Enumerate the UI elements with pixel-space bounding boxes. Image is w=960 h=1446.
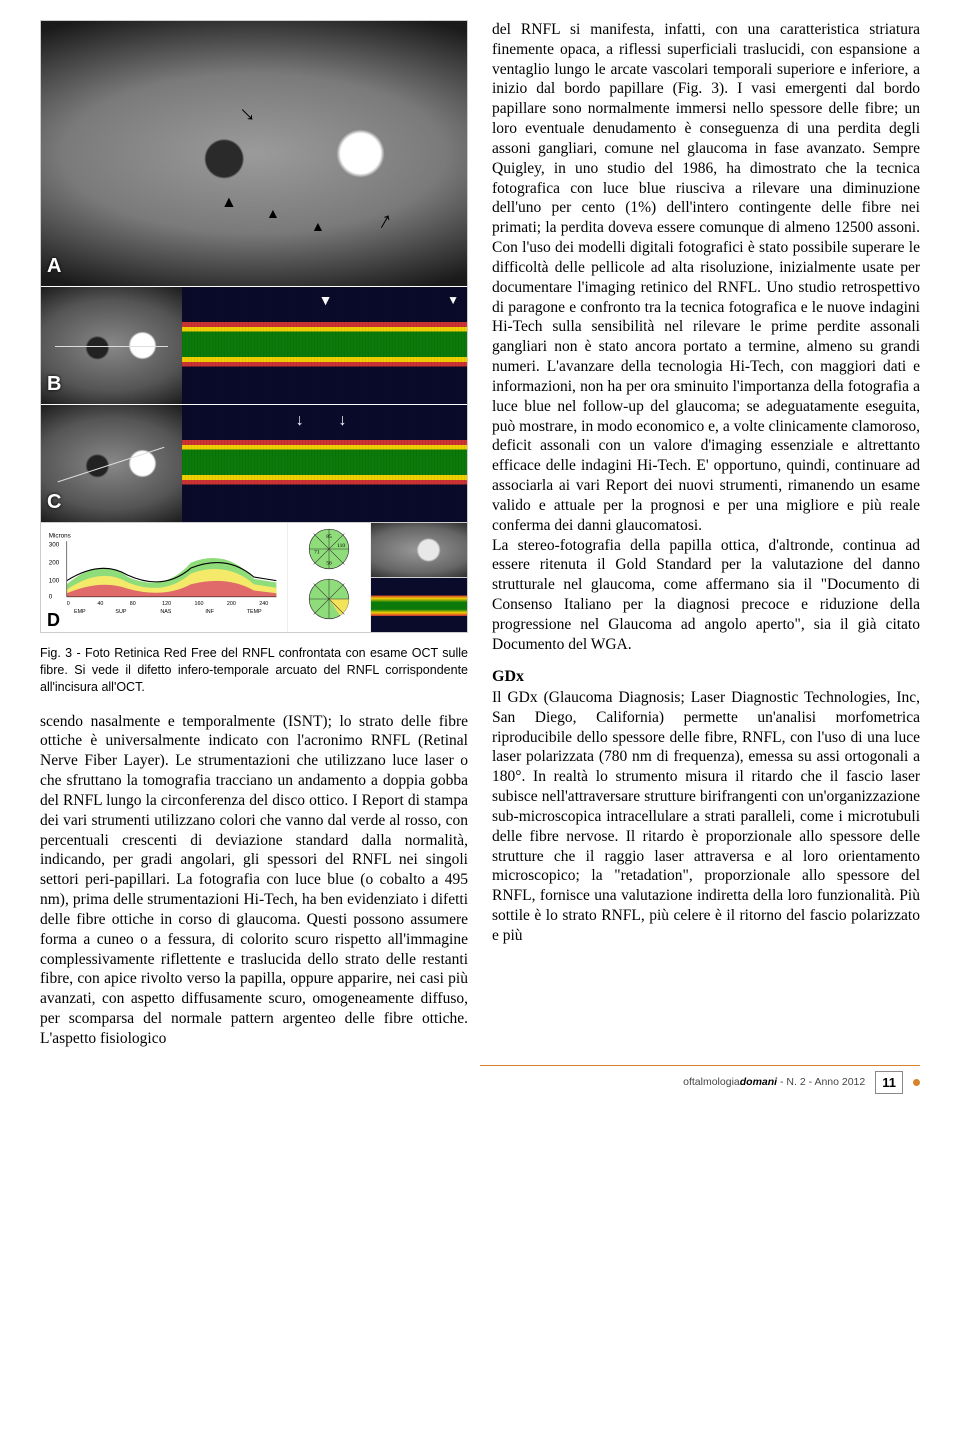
svg-text:85: 85 (326, 534, 332, 540)
y-tick: 100 (49, 577, 60, 584)
footer-rule (480, 1065, 920, 1067)
y-tick: 200 (49, 559, 60, 566)
page-footer: oftalmologiadomani - N. 2 - Anno 2012 11 (40, 1071, 920, 1094)
annotation-arrowhead-icon: ▲ (266, 206, 280, 224)
mini-fundus (371, 523, 467, 577)
scan-line-icon (58, 446, 165, 482)
body-paragraph: La stereo-fotografia della papilla ottic… (492, 536, 920, 655)
x-tick: 240 (259, 601, 268, 607)
two-column-layout: ↓ ▲ ▲ ▲ ↑ A B ▼ ▼ (40, 20, 920, 1049)
fundus-thumbnail: C (41, 405, 182, 522)
figure-caption: Fig. 3 - Foto Retinica Red Free del RNFL… (40, 645, 468, 696)
right-column: del RNFL si manifesta, infatti, con una … (492, 20, 920, 1049)
x-sector: NAS (160, 609, 171, 615)
page-number: 11 (875, 1071, 903, 1094)
annotation-arrowhead-icon: ▲ (221, 193, 237, 213)
scan-line-icon (55, 346, 167, 347)
x-tick: 120 (162, 601, 171, 607)
annotation-arrow-icon: ↓ (339, 411, 347, 431)
annotation-arrow-icon: ↓ (296, 411, 304, 431)
panel-label: C (47, 490, 61, 516)
y-tick: 0 (49, 594, 53, 601)
x-sector: EMP (74, 609, 86, 615)
annotation-arrow-icon: ↑ (372, 205, 398, 238)
figure-3: ↓ ▲ ▲ ▲ ↑ A B ▼ ▼ (40, 20, 468, 633)
body-paragraph: del RNFL si manifesta, infatti, con una … (492, 20, 920, 536)
x-sector: TEMP (247, 609, 262, 615)
svg-text:110: 110 (337, 543, 345, 549)
body-paragraph: scendo nasalmente e temporalmente (ISNT)… (40, 712, 468, 1049)
body-paragraph: Il GDx (Glaucoma Diagnosis; Laser Diagno… (492, 688, 920, 946)
x-tick: 0 (67, 601, 70, 607)
page: ↓ ▲ ▲ ▲ ↑ A B ▼ ▼ (0, 0, 960, 1124)
figure-panel-b: B ▼ ▼ (41, 286, 467, 404)
x-tick: 160 (195, 601, 204, 607)
sector-pies: 85 110 56 71 (287, 523, 370, 632)
journal-title-light: oftalmologia (683, 1076, 740, 1088)
annotation-arrow-icon: ↓ (232, 99, 262, 129)
oct-cross-section: ▼ ▼ (182, 287, 467, 404)
figure-panel-d: Microns 300 200 100 0 0 (41, 522, 467, 632)
annotation-arrowhead-icon: ▲ (311, 219, 325, 237)
svg-text:71: 71 (314, 549, 320, 555)
oct-cross-section: ↓ ↓ (182, 405, 467, 522)
x-tick: 200 (227, 601, 236, 607)
x-tick: 40 (97, 601, 103, 607)
left-column: ↓ ▲ ▲ ▲ ↑ A B ▼ ▼ (40, 20, 468, 1049)
figure-panel-a: ↓ ▲ ▲ ▲ ↑ A (41, 21, 467, 286)
figure-panel-c: C ↓ ↓ (41, 404, 467, 522)
panel-label: D (47, 609, 60, 632)
journal-title-bold: domani (740, 1076, 777, 1088)
sector-pie-icon (307, 577, 351, 621)
x-tick: 80 (130, 601, 136, 607)
mini-previews (370, 523, 467, 632)
axis-label: Microns (49, 532, 71, 539)
mini-oct (371, 577, 467, 632)
y-tick: 300 (49, 541, 60, 548)
panel-label: B (47, 372, 61, 398)
annotation-arrowhead-icon: ▼ (447, 293, 459, 308)
sector-pie-icon: 85 110 56 71 (307, 527, 351, 571)
issue-info: - N. 2 - Anno 2012 (780, 1076, 865, 1088)
svg-text:56: 56 (326, 560, 332, 566)
tsnit-chart: Microns 300 200 100 0 0 (41, 523, 287, 632)
x-sector: SUP (115, 609, 126, 615)
x-sector: INF (205, 609, 214, 615)
annotation-arrowhead-icon: ▼ (319, 293, 333, 311)
panel-label: A (47, 254, 61, 280)
journal-name: oftalmologiadomani - N. 2 - Anno 2012 (683, 1076, 865, 1088)
footer-dot-icon (913, 1079, 920, 1086)
section-heading: GDx (492, 667, 920, 687)
fundus-thumbnail: B (41, 287, 182, 404)
